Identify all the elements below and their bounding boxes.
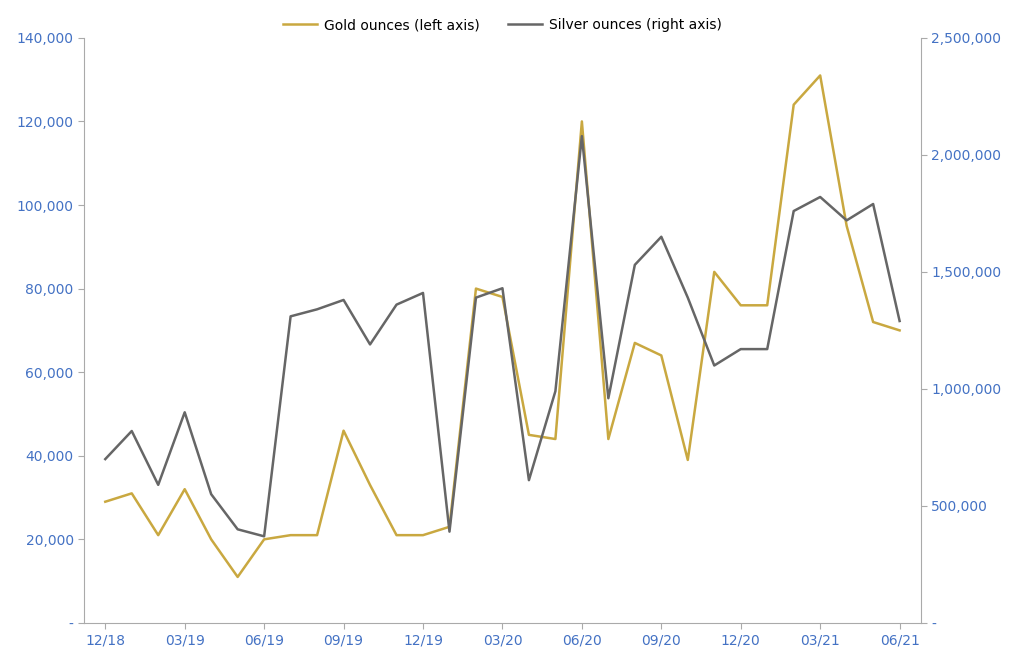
Gold ounces (left axis) [470,285,483,293]
Gold ounces (left axis) [867,318,880,326]
Gold ounces (left axis) [125,489,137,497]
Silver ounces (right axis) [337,296,349,304]
Gold ounces (left axis) [284,531,296,539]
Silver ounces (right axis) [841,216,853,224]
Legend: Gold ounces (left axis), Silver ounces (right axis): Gold ounces (left axis), Silver ounces (… [277,13,728,38]
Silver ounces (right axis) [364,341,377,349]
Silver ounces (right axis) [178,408,190,416]
Silver ounces (right axis) [258,533,270,540]
Silver ounces (right axis) [99,455,111,463]
Gold ounces (left axis) [391,531,403,539]
Silver ounces (right axis) [709,361,721,369]
Silver ounces (right axis) [310,305,323,313]
Gold ounces (left axis) [576,118,588,125]
Gold ounces (left axis) [152,531,164,539]
Gold ounces (left axis) [761,301,774,309]
Gold ounces (left axis) [603,435,615,443]
Gold ounces (left axis) [550,435,562,443]
Gold ounces (left axis) [709,268,721,276]
Silver ounces (right axis) [417,289,430,297]
Gold ounces (left axis) [523,431,535,439]
Silver ounces (right axis) [205,490,217,498]
Silver ounces (right axis) [735,345,747,353]
Gold ounces (left axis) [894,327,906,335]
Silver ounces (right axis) [894,317,906,325]
Gold ounces (left axis) [337,427,349,435]
Gold ounces (left axis) [231,573,243,581]
Silver ounces (right axis) [152,481,164,489]
Gold ounces (left axis) [444,523,456,531]
Silver ounces (right axis) [231,525,243,533]
Line: Gold ounces (left axis): Gold ounces (left axis) [105,76,900,577]
Gold ounces (left axis) [258,535,270,543]
Silver ounces (right axis) [391,301,403,309]
Silver ounces (right axis) [656,233,668,241]
Silver ounces (right axis) [603,394,615,402]
Silver ounces (right axis) [497,284,509,292]
Gold ounces (left axis) [735,301,747,309]
Gold ounces (left axis) [841,222,853,230]
Silver ounces (right axis) [576,132,588,140]
Gold ounces (left axis) [364,481,377,489]
Gold ounces (left axis) [417,531,430,539]
Silver ounces (right axis) [629,261,641,269]
Silver ounces (right axis) [867,200,880,208]
Gold ounces (left axis) [788,101,800,109]
Gold ounces (left axis) [205,535,217,543]
Gold ounces (left axis) [99,498,111,506]
Silver ounces (right axis) [814,193,827,201]
Gold ounces (left axis) [814,72,827,80]
Silver ounces (right axis) [682,293,694,301]
Gold ounces (left axis) [310,531,323,539]
Gold ounces (left axis) [497,293,509,301]
Silver ounces (right axis) [788,207,800,215]
Gold ounces (left axis) [629,339,641,347]
Gold ounces (left axis) [656,351,668,359]
Silver ounces (right axis) [125,427,137,435]
Line: Silver ounces (right axis): Silver ounces (right axis) [105,136,900,537]
Silver ounces (right axis) [523,476,535,484]
Gold ounces (left axis) [682,456,694,464]
Silver ounces (right axis) [761,345,774,353]
Silver ounces (right axis) [284,312,296,320]
Silver ounces (right axis) [470,293,483,301]
Silver ounces (right axis) [550,387,562,395]
Silver ounces (right axis) [444,528,456,536]
Gold ounces (left axis) [178,485,190,493]
